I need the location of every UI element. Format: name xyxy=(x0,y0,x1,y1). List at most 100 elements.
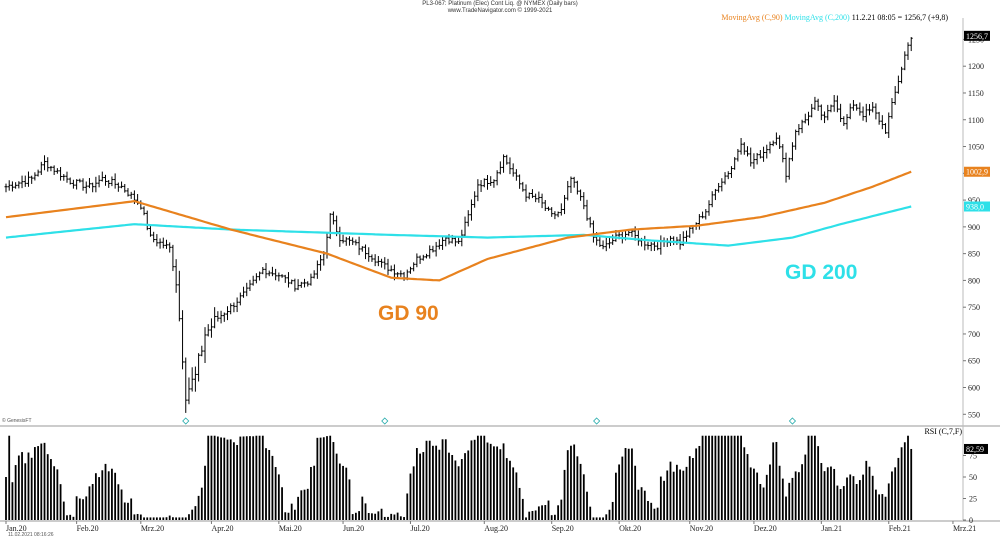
rsi-bar xyxy=(194,506,197,520)
rsi-bar xyxy=(775,441,778,520)
rsi-bar xyxy=(438,449,441,520)
last-value-tag xyxy=(964,201,990,212)
rsi-bar xyxy=(650,502,653,520)
rsi-bar xyxy=(393,514,396,520)
rsi-bar xyxy=(663,480,665,520)
rsi-bar xyxy=(826,467,829,520)
rsi-bar xyxy=(887,483,890,520)
rsi-bar xyxy=(531,510,534,520)
rsi-bar xyxy=(714,435,717,520)
date-tick-label: Nov.20 xyxy=(690,524,713,533)
rsi-bar xyxy=(213,435,216,520)
rsi-bar xyxy=(444,439,447,520)
last-value-label: 938,0 xyxy=(966,203,984,212)
rsi-bar xyxy=(149,517,152,520)
rsi-bar xyxy=(842,486,845,520)
rsi-bar xyxy=(30,457,33,520)
rsi-bar xyxy=(245,436,248,520)
rsi-bar xyxy=(544,505,547,520)
legend-ma200: MovingAvg (C,200) xyxy=(784,13,850,22)
ma90-line xyxy=(5,170,912,282)
price-tick-label: 650 xyxy=(968,357,980,366)
rsi-bar xyxy=(602,517,604,520)
rsi-bar xyxy=(284,512,287,520)
rsi-bar xyxy=(229,439,232,520)
rsi-bar xyxy=(454,460,457,520)
rsi-bar xyxy=(476,435,479,520)
rsi-bar xyxy=(37,446,39,520)
rsi-bar xyxy=(621,456,624,520)
price-tick-label: 850 xyxy=(968,250,980,259)
rsi-bar xyxy=(50,459,52,520)
rsi-bar xyxy=(155,517,158,520)
rsi-bar xyxy=(85,496,88,520)
rsi-bar xyxy=(432,445,434,520)
rsi-bar xyxy=(900,447,903,520)
rsi-bar xyxy=(579,463,582,520)
rsi-bar xyxy=(101,470,104,520)
date-tick-label: Aug.20 xyxy=(484,524,508,533)
rsi-bar xyxy=(306,488,309,520)
rsi-bar xyxy=(175,517,178,520)
rsi-bar xyxy=(300,490,303,520)
rsi-bar xyxy=(615,472,617,520)
event-marker xyxy=(381,417,389,425)
rsi-bar xyxy=(505,458,508,520)
rsi-bar xyxy=(361,496,364,520)
rsi-bar xyxy=(24,463,27,520)
rsi-bar xyxy=(422,452,425,520)
rsi-bar xyxy=(830,466,832,520)
rsi-bar xyxy=(528,511,531,520)
rsi-bar xyxy=(884,496,887,520)
rsi-bar xyxy=(685,466,688,520)
event-marker xyxy=(593,417,601,425)
date-tick-label: Apr.20 xyxy=(211,524,233,533)
rsi-bar xyxy=(541,505,543,520)
rsi-bar xyxy=(496,446,499,520)
rsi-bar xyxy=(675,464,678,520)
date-tick-label: Mrz.21 xyxy=(953,524,976,533)
rsi-bar xyxy=(329,435,332,520)
rsi-bar xyxy=(797,472,800,520)
rsi-bar xyxy=(769,464,771,520)
rsi-tick-label: 75 xyxy=(969,452,977,461)
rsi-bar xyxy=(659,476,662,520)
date-tick-label: Feb.21 xyxy=(889,524,911,533)
rsi-last-tag xyxy=(964,443,988,454)
rsi-bar xyxy=(271,455,274,520)
rsi-bar xyxy=(688,456,691,520)
rsi-bar xyxy=(464,453,466,520)
rsi-bar xyxy=(268,449,271,520)
rsi-bar xyxy=(290,503,293,520)
rsi-bar xyxy=(348,479,351,520)
rsi-bar xyxy=(756,472,759,520)
rsi-bar xyxy=(730,435,733,520)
rsi-bar xyxy=(354,512,357,520)
rsi-bar xyxy=(8,435,11,520)
rsi-bar xyxy=(656,507,659,520)
rsi-bar xyxy=(862,474,864,520)
rsi-bar xyxy=(608,509,611,520)
date-tick-label: Mrz.20 xyxy=(141,524,164,533)
rsi-bar xyxy=(216,436,219,520)
rsi-bar xyxy=(265,448,267,520)
rsi-bar xyxy=(27,452,30,520)
rsi-bar xyxy=(21,452,23,520)
rsi-bar xyxy=(335,453,338,520)
rsi-bar xyxy=(871,475,874,520)
rsi-bar xyxy=(59,484,62,520)
rsi-bar xyxy=(364,503,367,520)
rsi-bar xyxy=(162,517,165,520)
rsi-bar xyxy=(223,437,226,520)
rsi-bar xyxy=(399,516,402,520)
rsi-bar xyxy=(367,513,370,520)
rsi-bar xyxy=(383,516,386,520)
rsi-bar xyxy=(136,513,139,520)
rsi-bar xyxy=(297,496,300,520)
credit-text: © GenesisFT xyxy=(2,418,32,424)
rsi-bar xyxy=(78,498,81,520)
rsi-bar xyxy=(823,471,826,520)
rsi-bar xyxy=(249,436,251,520)
rsi-bar xyxy=(637,489,640,520)
rsi-bar xyxy=(537,506,540,520)
